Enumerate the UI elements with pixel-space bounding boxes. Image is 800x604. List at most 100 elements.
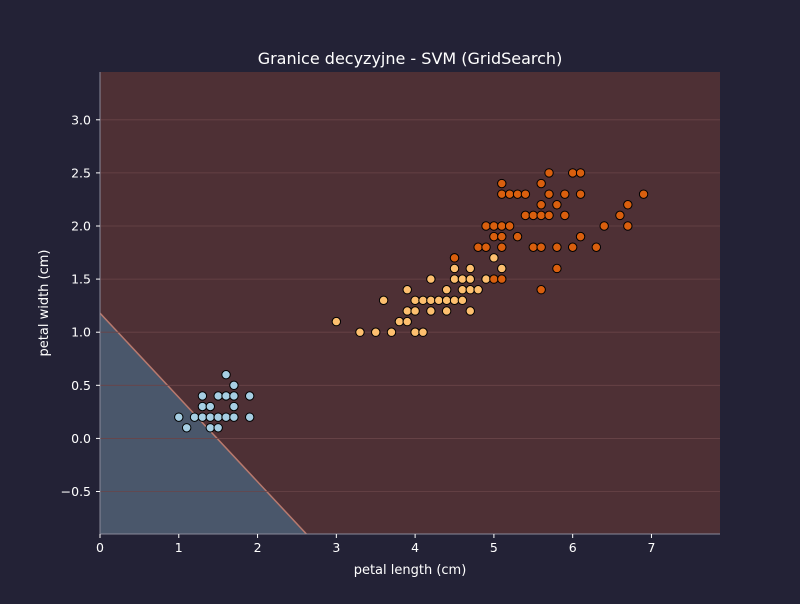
data-point-class-2 xyxy=(591,242,602,252)
data-point-class-1 xyxy=(465,285,475,295)
data-point-class-1 xyxy=(457,274,468,284)
data-point-class-0 xyxy=(244,391,255,401)
data-point-class-1 xyxy=(378,295,389,306)
data-point-class-2 xyxy=(536,200,546,210)
data-point-class-1 xyxy=(465,306,475,316)
data-point-class-0 xyxy=(197,391,208,401)
data-point-class-2 xyxy=(520,189,531,199)
data-point-class-1 xyxy=(449,263,460,274)
data-point-class-2 xyxy=(497,178,507,189)
data-point-class-2 xyxy=(567,168,578,178)
data-point-class-2 xyxy=(504,189,515,199)
data-point-class-1 xyxy=(386,327,397,337)
chart-title: Granice decyzyjne - SVM (GridSearch) xyxy=(258,49,563,68)
data-point-class-2 xyxy=(575,189,586,199)
decision-boundary-line xyxy=(100,312,307,534)
data-point-class-0 xyxy=(213,391,223,401)
data-point-class-1 xyxy=(410,306,420,316)
data-point-class-2 xyxy=(520,210,531,221)
data-point-class-2 xyxy=(497,189,507,199)
data-point-class-0 xyxy=(205,412,215,422)
data-point-class-1 xyxy=(481,274,491,284)
data-point-class-1 xyxy=(410,327,420,337)
data-point-class-2 xyxy=(497,231,507,242)
data-point-class-1 xyxy=(394,316,405,327)
data-point-class-1 xyxy=(457,285,468,295)
data-point-class-2 xyxy=(560,210,570,221)
data-point-class-1 xyxy=(465,263,475,274)
data-point-class-1 xyxy=(402,285,412,295)
data-point-class-0 xyxy=(197,412,208,422)
data-point-class-2 xyxy=(599,221,609,231)
data-point-class-1 xyxy=(441,295,452,306)
data-point-class-0 xyxy=(229,401,239,412)
data-point-class-0 xyxy=(229,412,239,422)
data-point-class-2 xyxy=(560,189,570,199)
data-point-class-2 xyxy=(638,189,649,199)
data-point-class-2 xyxy=(497,242,507,252)
data-point-class-2 xyxy=(552,242,562,252)
data-point-class-0 xyxy=(189,412,200,422)
data-point-class-2 xyxy=(544,189,554,199)
data-point-class-0 xyxy=(213,423,223,433)
y-axis-label: petal width (cm) xyxy=(37,250,52,357)
data-point-class-1 xyxy=(402,306,412,316)
data-point-class-1 xyxy=(489,253,499,263)
data-point-class-1 xyxy=(426,306,436,316)
data-point-class-1 xyxy=(441,285,452,295)
y-tick-label: −0.5 xyxy=(61,484,91,499)
x-axis-label: petal length (cm) xyxy=(354,563,467,578)
data-point-class-2 xyxy=(489,231,499,242)
data-point-class-1 xyxy=(497,263,507,274)
data-point-class-2 xyxy=(481,221,491,231)
y-tick-label: 0.5 xyxy=(71,378,91,393)
data-point-class-2 xyxy=(512,231,523,242)
data-point-class-2 xyxy=(536,285,546,295)
data-point-class-0 xyxy=(221,369,231,380)
y-tick-label: 2.0 xyxy=(71,219,91,234)
data-point-class-2 xyxy=(504,221,515,231)
data-point-class-0 xyxy=(213,412,223,422)
data-point-class-1 xyxy=(402,316,412,327)
data-point-class-1 xyxy=(441,306,452,316)
data-point-class-1 xyxy=(449,295,460,306)
data-point-class-1 xyxy=(465,274,475,284)
data-point-class-0 xyxy=(181,423,192,433)
data-point-class-1 xyxy=(418,295,428,306)
data-point-class-2 xyxy=(497,221,507,231)
data-point-class-2 xyxy=(544,168,554,178)
y-tick-label: 2.5 xyxy=(71,165,91,180)
x-tick-label: 4 xyxy=(411,540,419,555)
data-point-class-2 xyxy=(623,200,633,210)
data-point-class-2 xyxy=(449,253,460,263)
data-point-class-1 xyxy=(457,295,468,306)
data-point-class-1 xyxy=(426,274,436,284)
data-point-class-2 xyxy=(536,178,546,189)
x-tick-label: 5 xyxy=(490,540,498,555)
x-tick-label: 6 xyxy=(569,540,577,555)
data-point-class-1 xyxy=(473,285,483,295)
data-point-class-1 xyxy=(371,327,381,337)
data-point-class-2 xyxy=(528,242,538,252)
x-tick-label: 1 xyxy=(175,540,183,555)
data-point-class-2 xyxy=(497,274,507,284)
data-point-class-2 xyxy=(615,210,625,221)
data-point-class-2 xyxy=(544,210,554,221)
data-point-class-2 xyxy=(512,189,523,199)
data-point-class-2 xyxy=(481,242,491,252)
data-point-class-2 xyxy=(575,168,586,178)
data-point-class-0 xyxy=(229,380,239,391)
data-point-class-0 xyxy=(244,412,255,422)
data-point-class-2 xyxy=(536,242,546,252)
data-point-class-0 xyxy=(197,401,208,412)
data-point-class-1 xyxy=(449,274,460,284)
data-point-class-2 xyxy=(473,242,483,252)
data-point-class-1 xyxy=(410,295,420,306)
data-point-class-1 xyxy=(331,316,342,327)
data-point-class-2 xyxy=(552,200,562,210)
data-point-class-0 xyxy=(205,401,215,412)
y-tick-label: 1.0 xyxy=(71,325,91,340)
x-tick-label: 0 xyxy=(96,540,104,555)
